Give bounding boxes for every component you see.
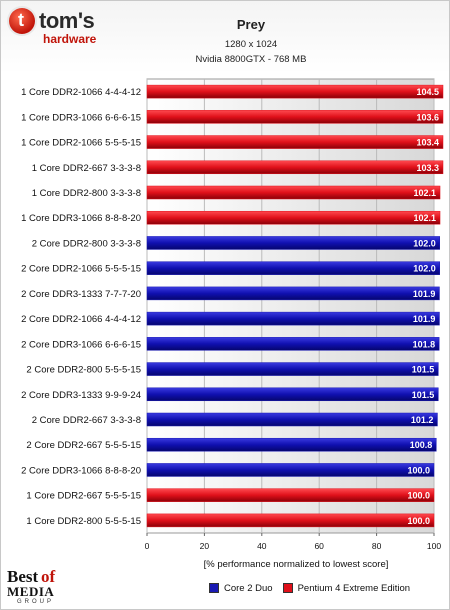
legend-item-core2duo: Core 2 Duo	[209, 583, 273, 594]
category-label: 1 Core DDR3-1066 8-8-8-20	[21, 213, 141, 224]
value-label: 101.5	[412, 390, 435, 400]
bom-media-text: MEDIA	[7, 584, 55, 599]
bar	[146, 135, 444, 149]
value-label: 103.6	[416, 112, 439, 122]
value-label: 103.4	[416, 138, 439, 148]
bar	[146, 387, 439, 402]
x-tick-label: 60	[314, 541, 324, 551]
value-label: 101.9	[413, 289, 436, 299]
chart-legend: Core 2 Duo Pentium 4 Extreme Edition	[209, 579, 420, 597]
bar	[146, 236, 440, 250]
legend-label-core2duo: Core 2 Duo	[224, 582, 273, 594]
bar	[146, 160, 444, 175]
bar	[146, 210, 441, 225]
x-axis-label: [% performance normalized to lowest scor…	[203, 559, 389, 570]
category-label: 1 Core DDR2-667 5-5-5-15	[26, 491, 141, 502]
bar	[146, 488, 435, 502]
bar	[146, 185, 441, 200]
value-label: 100.0	[407, 465, 430, 475]
bom-group-text: GROUP	[17, 599, 55, 605]
logo-circle-icon	[9, 8, 35, 34]
category-label: 2 Core DDR2-667 3-3-3-8	[32, 415, 141, 426]
chart-subtitle-resolution: 1280 x 1024	[224, 39, 278, 50]
value-label: 100.8	[410, 440, 433, 450]
legend-swatch-core2duo	[209, 583, 219, 593]
category-label: 2 Core DDR2-800 3-3-3-8	[32, 238, 141, 249]
best-of-media-logo: Best of MEDIA GROUP	[7, 567, 67, 607]
bom-best-text: Best	[7, 567, 39, 586]
bar	[146, 110, 444, 124]
x-tick-label: 100	[427, 541, 441, 551]
logo-sub-text: hardware	[43, 32, 97, 46]
bar	[146, 286, 440, 301]
bar	[146, 463, 435, 477]
value-label: 101.2	[411, 415, 434, 425]
category-label: 1 Core DDR2-800 3-3-3-8	[32, 188, 141, 199]
category-label: 2 Core DDR3-1066 8-8-8-20	[21, 465, 141, 476]
value-label: 103.3	[416, 163, 439, 173]
value-label: 100.0	[407, 491, 430, 501]
legend-label-pentium4: Pentium 4 Extreme Edition	[297, 582, 411, 594]
legend-item-pentium4: Pentium 4 Extreme Edition	[282, 582, 411, 594]
bar	[146, 84, 444, 99]
value-label: 102.1	[413, 213, 436, 223]
logo-mark: t	[18, 10, 24, 30]
category-label: 2 Core DDR2-1066 5-5-5-15	[21, 264, 141, 275]
x-tick-label: 20	[200, 541, 210, 551]
category-label: 1 Core DDR2-1066 4-4-4-12	[21, 87, 141, 98]
legend-swatch-pentium4	[282, 583, 293, 593]
value-label: 102.0	[413, 238, 436, 248]
bom-of-text: of	[41, 567, 56, 586]
value-label: 102.0	[413, 264, 436, 274]
bar	[146, 362, 439, 376]
x-tick-label: 80	[372, 541, 382, 551]
x-tick-label: 0	[145, 541, 150, 551]
chart-subtitle-gpu: Nvidia 8800GTX - 768 MB	[195, 54, 307, 65]
value-label: 104.5	[416, 87, 439, 97]
bar	[146, 261, 440, 275]
category-label: 2 Core DDR3-1066 6-6-6-15	[21, 339, 141, 350]
category-label: 2 Core DDR2-800 5-5-5-15	[26, 365, 141, 376]
toms-hardware-logo: t tom's hardware	[7, 5, 117, 49]
value-label: 101.5	[412, 365, 435, 375]
category-label: 2 Core DDR3-1333 9-9-9-24	[21, 390, 141, 401]
plot-area	[146, 78, 435, 534]
category-label: 2 Core DDR3-1333 7-7-7-20	[21, 289, 141, 300]
value-label: 102.1	[413, 188, 436, 198]
chart-title: Prey	[236, 17, 266, 32]
bar	[146, 337, 440, 351]
category-label: 1 Core DDR2-667 3-3-3-8	[32, 163, 141, 174]
value-label: 101.9	[413, 314, 436, 324]
x-tick-label: 40	[257, 541, 267, 551]
bar	[146, 311, 440, 326]
category-label: 2 Core DDR2-667 5-5-5-15	[26, 440, 141, 451]
category-label: 2 Core DDR2-1066 4-4-4-12	[21, 314, 141, 325]
value-label: 100.0	[407, 516, 430, 526]
value-label: 101.8	[413, 339, 436, 349]
category-label: 1 Core DDR3-1066 6-6-6-15	[21, 112, 141, 123]
bar	[146, 513, 435, 528]
bar	[146, 412, 438, 427]
bar	[146, 437, 437, 452]
logo-main-text: tom's	[39, 8, 95, 33]
category-label: 1 Core DDR2-1066 5-5-5-15	[21, 138, 141, 149]
category-label: 1 Core DDR2-800 5-5-5-15	[26, 516, 141, 527]
